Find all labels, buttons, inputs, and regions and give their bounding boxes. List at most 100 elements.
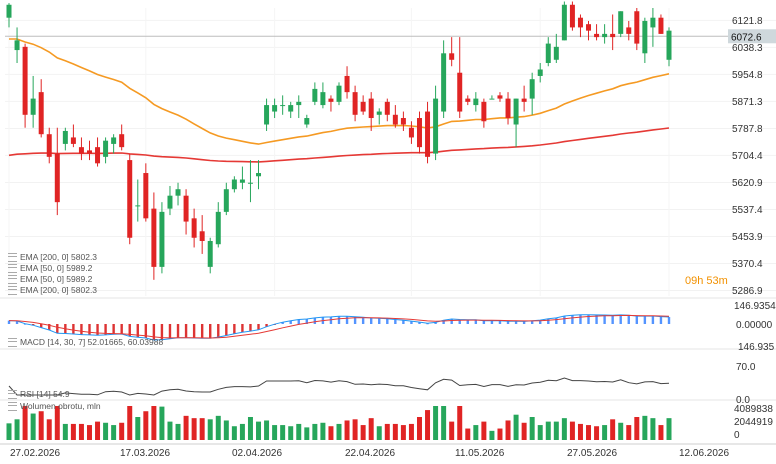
volume-bar bbox=[38, 411, 44, 440]
volume-bar bbox=[368, 418, 374, 440]
macd-bar bbox=[265, 324, 268, 327]
drag-handle-icon[interactable] bbox=[8, 264, 17, 273]
macd-bar bbox=[104, 324, 107, 335]
price-tick-label: 5871.3 bbox=[732, 97, 763, 108]
legend-entry[interactable]: EMA [200, 0] 5802.3 bbox=[8, 285, 97, 296]
volume-bar bbox=[191, 418, 197, 440]
price-tick-label: 5537.4 bbox=[732, 205, 763, 216]
macd-bar bbox=[490, 320, 494, 324]
legend-entry[interactable]: EMA [50, 0] 5989.2 bbox=[8, 263, 97, 274]
volume-bar bbox=[489, 430, 495, 440]
macd-bar bbox=[498, 320, 502, 324]
candle-body bbox=[521, 98, 527, 102]
macd-bar bbox=[257, 324, 260, 330]
candle-body bbox=[183, 195, 189, 222]
volume-bar bbox=[344, 420, 350, 440]
volume-bar bbox=[78, 423, 84, 440]
macd-bar bbox=[402, 320, 405, 324]
volume-bar bbox=[328, 426, 334, 440]
candle-body bbox=[95, 147, 101, 164]
volume-bar bbox=[602, 425, 608, 440]
volume-bar bbox=[272, 425, 278, 440]
candle-body bbox=[264, 105, 270, 125]
volume-bar bbox=[497, 428, 503, 440]
macd-bar bbox=[555, 317, 558, 324]
volume-bar bbox=[70, 423, 76, 440]
ema-legend: EMA [200, 0] 5802.3 EMA [50, 0] 5989.2 E… bbox=[8, 252, 97, 296]
drag-handle-icon[interactable] bbox=[8, 275, 17, 284]
candle-body bbox=[135, 205, 141, 207]
rsi-tick-label: 0.0 bbox=[736, 395, 750, 406]
volume-bar bbox=[231, 426, 237, 440]
candle-body bbox=[239, 179, 245, 183]
candle-body bbox=[62, 130, 68, 144]
volume-bar bbox=[658, 425, 664, 440]
candle-body bbox=[143, 173, 149, 219]
macd-bar bbox=[313, 317, 317, 324]
macd-bar bbox=[587, 314, 590, 324]
candle-body bbox=[441, 53, 447, 112]
macd-bar bbox=[7, 320, 11, 324]
volume-bar bbox=[143, 411, 149, 440]
price-tick-label: 6038.3 bbox=[732, 43, 763, 54]
macd-bar bbox=[200, 324, 204, 339]
macd-bar bbox=[394, 319, 397, 324]
candle-body bbox=[78, 147, 84, 154]
legend-entry[interactable]: Wolumen obrotu, mln bbox=[8, 401, 101, 412]
macd-bar bbox=[329, 316, 333, 324]
candle-body bbox=[256, 173, 262, 177]
candle-body bbox=[666, 30, 672, 60]
drag-handle-icon[interactable] bbox=[8, 286, 17, 295]
macd-bar bbox=[136, 324, 139, 338]
volume-bar bbox=[376, 426, 382, 440]
candle-body bbox=[392, 114, 398, 125]
legend-entry[interactable]: EMA [50, 0] 5989.2 bbox=[8, 274, 97, 285]
legend-entry[interactable]: MACD [14, 30, 7] 52.01665, 60.03988 bbox=[8, 337, 163, 348]
date-tick-label: 27.02.2026 bbox=[10, 448, 60, 459]
last-price-badge bbox=[728, 29, 776, 44]
drag-handle-icon[interactable] bbox=[8, 390, 17, 399]
candle-body bbox=[465, 98, 471, 102]
macd-tick-label: 146.9354 bbox=[734, 301, 776, 312]
macd-bar bbox=[31, 324, 35, 326]
date-tick-label: 11.05.2026 bbox=[455, 448, 505, 459]
macd-bar bbox=[466, 319, 469, 324]
volume-bar bbox=[457, 406, 463, 440]
candle-body bbox=[594, 33, 600, 38]
rsi-tick-label: 70.0 bbox=[736, 362, 756, 373]
volume-bar bbox=[151, 406, 157, 440]
macd-bar bbox=[434, 322, 437, 324]
drag-handle-icon[interactable] bbox=[8, 402, 17, 411]
legend-entry[interactable]: EMA [200, 0] 5802.3 bbox=[8, 252, 97, 263]
legend-entry[interactable]: RSI [14] 54.9 bbox=[8, 389, 70, 400]
volume-bar bbox=[247, 417, 253, 440]
macd-bar bbox=[160, 324, 164, 340]
macd-signal-line bbox=[8, 314, 670, 339]
candle-body bbox=[223, 189, 229, 212]
rsi-line bbox=[8, 377, 670, 396]
volume-bar bbox=[288, 426, 294, 440]
macd-bar bbox=[249, 324, 252, 332]
macd-bar bbox=[241, 324, 244, 333]
macd-bar bbox=[643, 316, 647, 324]
volume-bar bbox=[416, 417, 422, 440]
volume-bar bbox=[666, 418, 672, 440]
macd-bar bbox=[353, 316, 357, 324]
volume-bar bbox=[215, 415, 221, 440]
candle-body bbox=[545, 43, 551, 64]
volume-tick-label: 4089838 bbox=[734, 404, 773, 415]
volume-bar bbox=[360, 425, 366, 440]
macd-bar bbox=[482, 320, 486, 324]
candle-body bbox=[602, 33, 608, 38]
drag-handle-icon[interactable] bbox=[8, 253, 17, 262]
candle-body bbox=[38, 92, 44, 135]
macd-bar bbox=[514, 321, 518, 324]
volume-bar bbox=[352, 419, 358, 440]
candle-body bbox=[304, 118, 310, 125]
drag-handle-icon[interactable] bbox=[8, 338, 17, 347]
macd-bar bbox=[297, 319, 300, 324]
date-tick-label: 17.03.2026 bbox=[120, 448, 170, 459]
candle-body bbox=[658, 17, 664, 34]
